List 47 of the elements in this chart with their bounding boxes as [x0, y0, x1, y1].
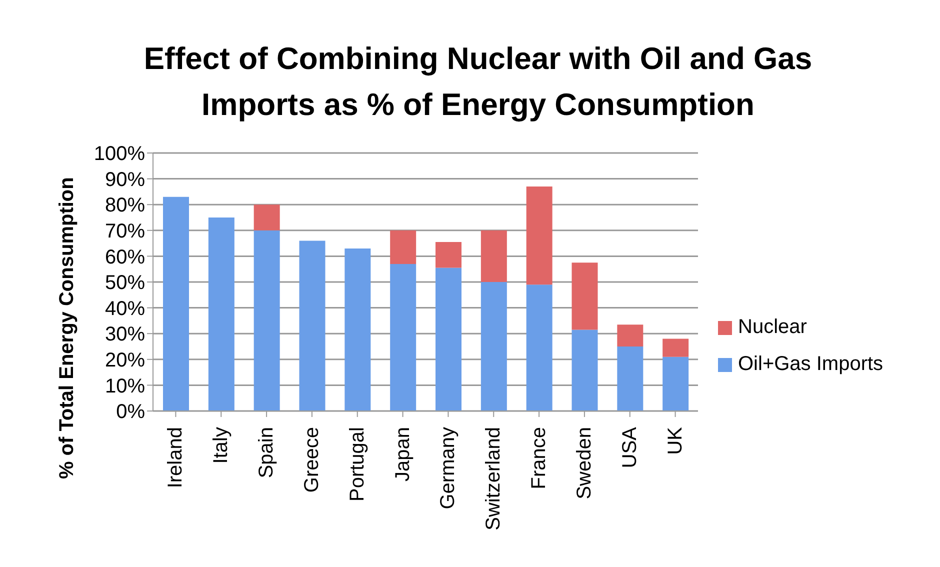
bar — [662, 356, 689, 411]
y-axis-title: % of Total Energy Consumption — [56, 176, 79, 481]
x-tick-label: Switzerland — [482, 427, 505, 530]
y-tick-label: 30% — [104, 324, 146, 346]
x-tick-label: Germany — [437, 427, 460, 510]
bar — [299, 240, 326, 411]
bar — [617, 324, 644, 346]
x-tick-label: UK — [664, 426, 686, 455]
bar — [617, 346, 644, 411]
y-tick-label: 0% — [116, 401, 146, 424]
legend-label: Oil+Gas Imports — [738, 353, 884, 376]
bar — [436, 268, 462, 411]
x-tick-label: France — [528, 427, 550, 490]
x-tick-label: Japan — [392, 427, 414, 482]
chart-title: Effect of Combining Nuclear with Oil and Gas Imports as % of Energy Consumption — [142, 40, 814, 124]
bar — [390, 230, 416, 264]
x-tick-label: Ireland — [164, 427, 187, 488]
y-tick-label: 10% — [104, 375, 146, 398]
bar — [480, 282, 507, 411]
x-tick-label: Spain — [256, 427, 278, 478]
legend-label: Nuclear — [738, 316, 807, 339]
y-tick-label: 20% — [104, 350, 146, 372]
y-tick-label: 50% — [104, 272, 146, 294]
bar — [526, 186, 552, 285]
y-tick-label: 80% — [104, 194, 146, 217]
x-tick-label: Portugal — [346, 427, 368, 502]
bar — [390, 264, 416, 411]
y-tick-label: 60% — [104, 246, 146, 268]
bar — [572, 330, 598, 411]
x-tick-label: USA — [618, 426, 641, 468]
x-tick-label: Italy — [210, 427, 232, 464]
bar — [436, 242, 462, 268]
bar — [662, 338, 689, 357]
y-tick-label: 90% — [104, 168, 146, 191]
y-tick-label: 70% — [104, 220, 146, 242]
bar — [254, 204, 280, 230]
y-tick-label: 40% — [104, 298, 146, 320]
y-tick-label: 100% — [94, 143, 146, 166]
bar — [480, 230, 507, 282]
bar — [344, 248, 371, 411]
x-tick-label: Greece — [300, 427, 323, 493]
x-tick-label: Sweden — [573, 427, 596, 500]
bar — [208, 218, 234, 411]
bar — [572, 262, 598, 330]
bar — [163, 196, 189, 411]
bar — [526, 284, 552, 411]
bar — [254, 230, 280, 411]
